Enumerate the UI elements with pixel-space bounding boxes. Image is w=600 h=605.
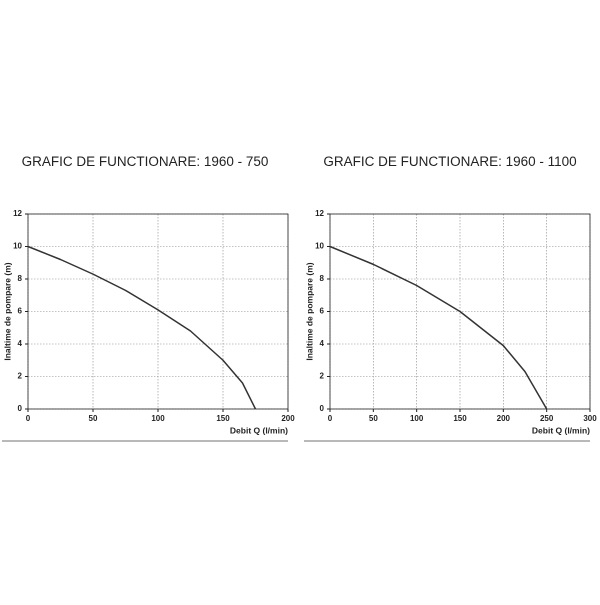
y-tick-label: 8: [320, 274, 325, 283]
line-series: [329, 245, 548, 410]
y-tick-label: 2: [18, 372, 23, 381]
plot-frame: [27, 213, 289, 410]
y-tick-label: 10: [13, 242, 22, 251]
y-tick-label: 12: [13, 209, 22, 218]
x-tick-label: 200: [281, 414, 295, 423]
x-axis-label: Debit Q (l/min): [532, 425, 590, 435]
x-tick-label: 0: [26, 414, 31, 423]
chart: GRAFIC DE FUNCTIONARE: 1960 - 750 0 2 4 6 8 10…: [2, 154, 295, 442]
x-tick-label: 50: [369, 414, 378, 423]
y-axis-label: Inaltime de pompare (m): [304, 262, 314, 360]
y-tick-label: 4: [320, 339, 325, 348]
chart-title: GRAFIC DE FUNCTIONARE: 1960 - 750: [22, 154, 269, 169]
y-tick-label: 10: [315, 242, 324, 251]
line-series: [27, 245, 257, 410]
y-tick-label: 6: [18, 307, 23, 316]
y-tick-label: 6: [320, 307, 325, 316]
x-tick-label: 200: [497, 414, 511, 423]
x-axis-label: Debit Q (l/min): [230, 425, 288, 435]
y-tick-label: 12: [315, 209, 324, 218]
x-tick-label: 150: [453, 414, 467, 423]
y-tick-label: 0: [320, 404, 325, 413]
y-tick-label: 4: [18, 339, 23, 348]
x-tick-label: 300: [583, 414, 597, 423]
x-tick-label: 0: [328, 414, 333, 423]
chart: GRAFIC DE FUNCTIONARE: 1960 - 1100 0 2 4 6 8 1…: [304, 154, 597, 442]
y-tick-label: 8: [18, 274, 23, 283]
y-axis-label: Inaltime de pompare (m): [2, 262, 12, 360]
x-tick-label: 50: [89, 414, 98, 423]
x-tick-label: 150: [216, 414, 230, 423]
y-tick-label: 2: [320, 372, 325, 381]
x-tick-label: 250: [540, 414, 554, 423]
plot-frame: [329, 213, 591, 410]
x-tick-label: 100: [151, 414, 165, 423]
chart-title: GRAFIC DE FUNCTIONARE: 1960 - 1100: [323, 154, 576, 169]
y-tick-label: 0: [18, 404, 23, 413]
x-tick-label: 100: [410, 414, 424, 423]
